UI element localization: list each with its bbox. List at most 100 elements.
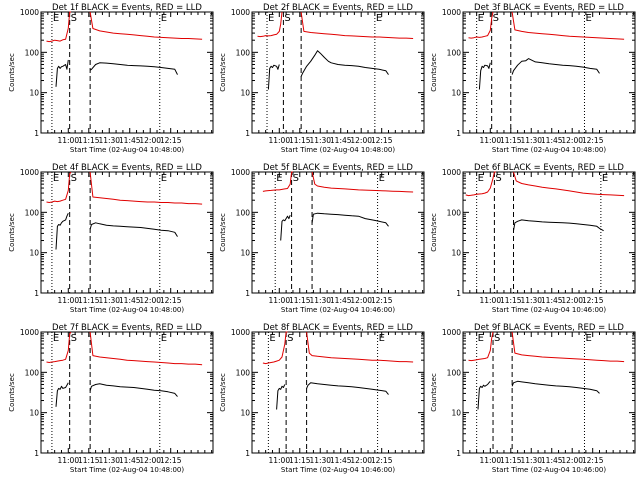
events-series-line [514,220,604,231]
x-axis-label: Start Time (02-Aug-04 10:46:00) [492,466,606,474]
x-tick-label: 11:30 [98,296,120,305]
x-tick-label: 11:30 [98,456,120,465]
y-tick-label: 1 [245,129,250,138]
x-tick-label: 11:00 [268,296,290,305]
y-tick-label: 100 [25,48,40,57]
x-tick-label: 11:15 [500,456,522,465]
x-tick-label: 11:45 [330,136,352,145]
x-tick-label: 11:45 [330,296,352,305]
y-tick-label: 10 [451,409,461,418]
y-tick-label: 1000 [20,8,39,17]
event-marker-label: E [53,333,59,344]
x-tick-label: 12:00 [350,136,372,145]
x-tick-label: 11:30 [309,136,331,145]
y-axis-label: Counts/sec [430,213,438,252]
event-marker-label: E [268,13,274,24]
x-tick-label: 11:45 [330,456,352,465]
x-axis-label: Start Time (02-Aug-04 10:46:00) [281,466,395,474]
y-tick-label: 1000 [231,328,250,337]
event-marker-label: S [293,173,299,184]
x-tick-label: 12:15 [582,456,604,465]
plot-frame [41,12,213,133]
y-tick-label: 1 [456,129,461,138]
events-series-line [478,381,600,409]
x-tick-label: 11:00 [57,456,79,465]
x-tick-label: 11:15 [78,456,100,465]
y-tick-label: 1 [34,449,39,458]
event-marker-label: S [71,173,77,184]
detector-panel-2: Det 2f BLACK = Events, RED = LLDE S E11010… [219,3,424,154]
y-tick-label: 100 [236,208,251,217]
lld-series-line [469,12,625,39]
x-tick-label: 12:00 [561,136,583,145]
y-tick-label: 100 [25,368,40,377]
x-axis-label: Start Time (02-Aug-04 10:48:00) [281,146,395,154]
y-tick-label: 100 [447,368,462,377]
x-tick-label: 11:30 [98,136,120,145]
y-axis-label: Counts/sec [8,213,16,252]
y-tick-label: 1 [456,449,461,458]
y-tick-label: 10 [29,249,39,258]
y-tick-label: 10 [451,89,461,98]
x-tick-label: 12:15 [371,136,393,145]
y-axis-label: Counts/sec [219,53,227,92]
x-tick-label: 12:00 [561,456,583,465]
event-marker-label: E [53,13,59,24]
x-tick-label: 11:45 [541,136,563,145]
x-tick-label: 11:00 [479,296,501,305]
x-tick-label: 11:15 [289,296,311,305]
y-axis-label: Counts/sec [219,373,227,412]
x-tick-label: 11:00 [268,136,290,145]
y-axis-label: Counts/sec [430,373,438,412]
y-tick-label: 1000 [20,168,39,177]
event-marker-label: S [71,13,77,24]
y-tick-label: 10 [240,249,250,258]
y-tick-label: 1000 [20,328,39,337]
detector-panel-9: Det 9f BLACK = Events, RED = LLDE S E11010… [430,323,635,474]
events-series-line [479,59,599,90]
x-tick-label: 12:15 [582,296,604,305]
x-tick-label: 12:15 [160,456,182,465]
y-tick-label: 1 [456,289,461,298]
x-tick-label: 12:00 [139,136,161,145]
y-tick-label: 1000 [442,328,461,337]
y-tick-label: 100 [25,208,40,217]
x-tick-label: 11:00 [479,456,501,465]
x-tick-label: 11:45 [119,136,141,145]
x-tick-label: 11:00 [57,296,79,305]
lld-series-line [469,332,625,362]
lld-series-line [263,332,413,364]
y-tick-label: 100 [447,208,462,217]
detector-panel-7: Det 7f BLACK = Events, RED = LLDE S E11010… [8,323,213,474]
event-marker-label: E [585,13,591,24]
y-tick-label: 1 [245,289,250,298]
y-tick-label: 100 [236,48,251,57]
y-tick-label: 10 [29,89,39,98]
x-tick-label: 11:15 [289,456,311,465]
lld-series-line [263,172,413,192]
x-tick-label: 12:15 [371,296,393,305]
x-tick-label: 11:30 [520,136,542,145]
x-tick-label: 11:15 [500,136,522,145]
plot-frame [41,332,213,453]
x-tick-label: 11:45 [541,456,563,465]
event-marker-label: S [495,173,501,184]
x-tick-label: 12:15 [160,136,182,145]
x-tick-label: 11:00 [479,136,501,145]
y-tick-label: 1 [34,289,39,298]
x-tick-label: 12:00 [139,296,161,305]
x-axis-label: Start Time (02-Aug-04 10:48:00) [70,466,184,474]
x-tick-label: 11:30 [309,296,331,305]
event-marker-label: E [53,173,59,184]
x-tick-label: 12:00 [350,296,372,305]
y-tick-label: 100 [236,368,251,377]
x-tick-label: 11:45 [119,296,141,305]
y-axis-label: Counts/sec [8,53,16,92]
x-axis-label: Start Time (02-Aug-04 10:46:00) [492,306,606,314]
y-tick-label: 1 [245,449,250,458]
plot-frame [463,12,635,133]
y-tick-label: 10 [240,409,250,418]
x-axis-label: Start Time (02-Aug-04 10:48:00) [492,146,606,154]
y-tick-label: 1000 [231,8,250,17]
